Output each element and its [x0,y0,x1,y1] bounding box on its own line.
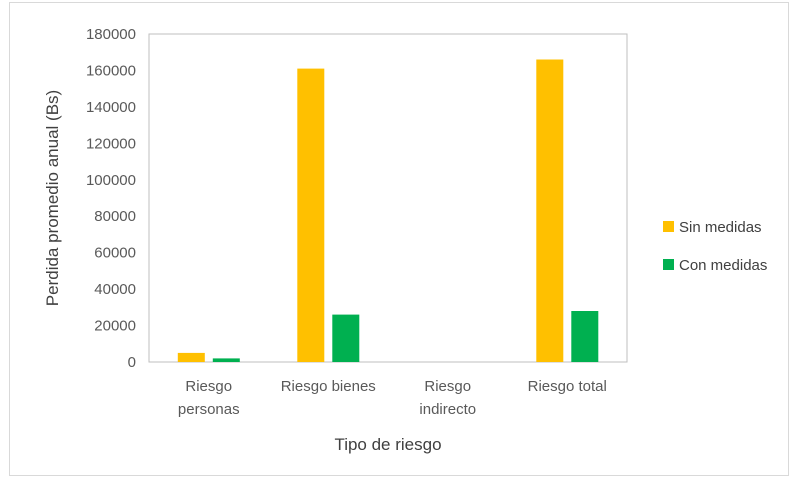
legend-swatch [663,221,674,232]
y-tick-label: 120000 [86,135,136,152]
bar [571,311,599,362]
y-tick-label: 60000 [94,245,136,262]
chart-frame [9,2,789,476]
bar [177,352,205,362]
bar [332,314,360,362]
y-tick-label: 20000 [94,318,136,335]
bar [212,358,240,362]
y-tick-label: 40000 [94,281,136,298]
legend-label: Sin medidas [679,219,762,236]
bar [536,59,564,362]
x-tick-label: Riesgo bienes [281,378,376,395]
legend-label: Con medidas [679,257,767,274]
plot-area [148,33,628,363]
legend-swatch [663,259,674,270]
x-tick-label: Riesgo total [528,378,607,395]
x-tick-label: Riesgo personas [178,378,240,418]
y-tick-label: 140000 [86,99,136,116]
y-axis-title: Perdida promedio anual (Bs) [43,90,62,306]
y-tick-label: 0 [128,354,136,371]
y-tick-label: 80000 [94,208,136,225]
x-axis-title: Tipo de riesgo [334,435,441,454]
y-tick-label: 180000 [86,26,136,43]
y-tick-label: 100000 [86,172,136,189]
x-tick-label: Riesgo indirecto [419,378,476,418]
y-tick-label: 160000 [86,62,136,79]
bar [297,68,325,362]
